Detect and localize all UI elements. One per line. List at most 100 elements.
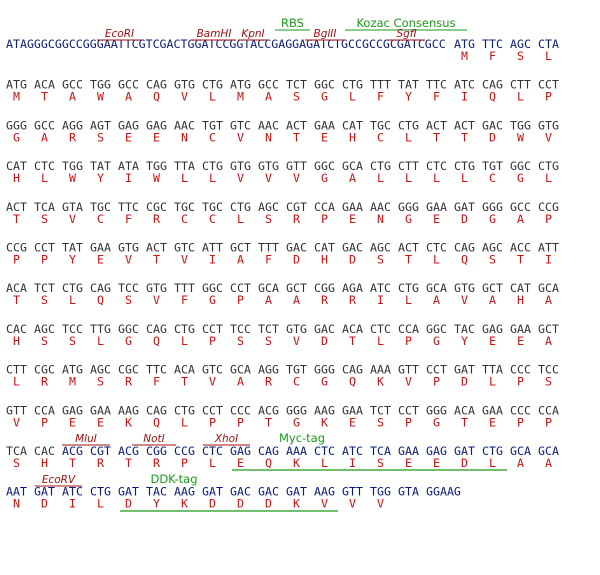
codon: TCA xyxy=(370,444,391,458)
amino-acid: L xyxy=(209,456,216,470)
codon: GTG xyxy=(258,159,279,173)
amino-acid: V xyxy=(545,130,552,144)
amino-acid: R xyxy=(125,375,132,389)
amino-acid: P xyxy=(545,90,552,104)
codon: GAG xyxy=(426,444,447,458)
codon: GAT xyxy=(34,485,55,499)
amino-acid: F xyxy=(125,212,132,226)
codon: GGC xyxy=(426,322,447,336)
codon: ACT xyxy=(398,241,419,255)
amino-acid: D xyxy=(489,130,496,144)
amino-acid: M xyxy=(461,49,468,63)
amino-acid: V xyxy=(293,171,300,185)
amino-acid: R xyxy=(69,130,76,144)
codon: AGC xyxy=(510,37,531,51)
amino-acid: F xyxy=(377,90,384,104)
amino-acid: L xyxy=(13,375,20,389)
codon: CTC xyxy=(370,322,391,336)
amino-acid: D xyxy=(321,334,328,348)
amino-acid: R xyxy=(97,456,104,470)
codon: CTG xyxy=(482,444,503,458)
codon: GGC xyxy=(314,78,335,92)
codon: GTT xyxy=(286,159,307,173)
amino-acid: D xyxy=(461,375,468,389)
codon: TGT xyxy=(482,159,503,173)
amino-acid: P xyxy=(545,415,552,429)
codon: GAA xyxy=(510,322,531,336)
dna-sequence: GGAAG xyxy=(426,485,461,499)
codon: TCA xyxy=(34,200,55,214)
codon: GCC xyxy=(258,78,279,92)
codon: GCT xyxy=(286,281,307,295)
amino-acid: I xyxy=(545,253,552,267)
enzyme-label: SgfI xyxy=(396,28,416,40)
amino-acid: V xyxy=(377,497,384,511)
codon: TTC xyxy=(146,363,167,377)
codon: TCT xyxy=(258,322,279,336)
codon: GGC xyxy=(202,281,223,295)
codon: GTG xyxy=(286,322,307,336)
codon: CTG xyxy=(230,200,251,214)
codon: CTG xyxy=(174,403,195,417)
codon: CTG xyxy=(202,159,223,173)
amino-acid: C xyxy=(97,212,104,226)
amino-acid: L xyxy=(405,130,412,144)
codon: CAT xyxy=(6,159,27,173)
codon: CAT xyxy=(342,118,363,132)
codon: CCA xyxy=(34,403,55,417)
amino-acid: V xyxy=(209,375,216,389)
amino-acid: A xyxy=(125,90,132,104)
codon: CCG xyxy=(174,444,195,458)
codon: CAC xyxy=(6,322,27,336)
codon: GAA xyxy=(426,200,447,214)
amino-acid: Y xyxy=(461,334,468,348)
amino-acid: E xyxy=(405,456,412,470)
amino-acid: Q xyxy=(153,415,160,429)
amino-acid: L xyxy=(433,253,440,267)
amino-acid: A xyxy=(349,171,356,185)
amino-acid: E xyxy=(433,456,440,470)
codon: ACT xyxy=(6,200,27,214)
amino-acid: E xyxy=(349,212,356,226)
codon: AAG xyxy=(174,485,195,499)
amino-acid: R xyxy=(41,375,48,389)
codon: GCA xyxy=(230,363,251,377)
codon: GCA xyxy=(426,281,447,295)
codon: TCC xyxy=(62,322,83,336)
amino-acid: G xyxy=(13,130,20,144)
amino-acid: Q xyxy=(153,334,160,348)
codon: TTC xyxy=(426,78,447,92)
codon: ATC xyxy=(370,281,391,295)
amino-acid: T xyxy=(181,375,188,389)
amino-acid: A xyxy=(293,293,300,307)
codon: AAA xyxy=(286,444,307,458)
codon: AAG xyxy=(314,403,335,417)
codon: CAT xyxy=(314,241,335,255)
codon: CAT xyxy=(510,281,531,295)
amino-acid: I xyxy=(377,293,384,307)
amino-acid: S xyxy=(265,334,272,348)
codon: GGG xyxy=(426,403,447,417)
amino-acid: G xyxy=(405,212,412,226)
amino-acid: T xyxy=(13,293,20,307)
amino-acid: L xyxy=(489,375,496,389)
codon: GTT xyxy=(342,485,363,499)
enzyme-label: EcoRV xyxy=(42,474,76,486)
codon: CCC xyxy=(230,403,251,417)
amino-acid: H xyxy=(349,130,356,144)
amino-acid: L xyxy=(377,334,384,348)
amino-acid: E xyxy=(517,334,524,348)
codon: TGC xyxy=(90,200,111,214)
amino-acid: D xyxy=(461,456,468,470)
amino-acid: S xyxy=(41,293,48,307)
amino-acid: P xyxy=(41,253,48,267)
amino-acid: V xyxy=(69,212,76,226)
amino-acid: C xyxy=(209,212,216,226)
enzyme-label: EcoRI xyxy=(105,28,134,40)
codon: TAC xyxy=(454,322,475,336)
amino-acid: T xyxy=(13,212,20,226)
codon: TGG xyxy=(62,159,83,173)
amino-acid: M xyxy=(237,90,244,104)
amino-acid: F xyxy=(489,49,496,63)
codon: TGG xyxy=(510,118,531,132)
